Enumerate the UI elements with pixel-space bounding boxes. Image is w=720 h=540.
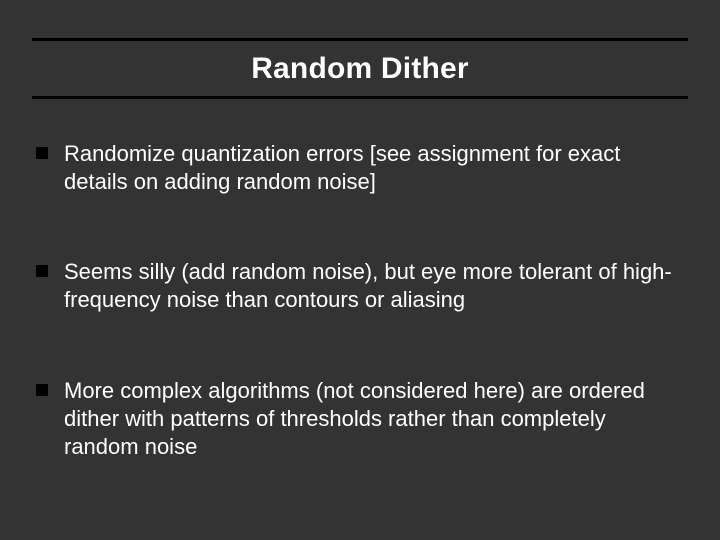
list-item: Seems silly (add random noise), but eye …: [36, 258, 684, 314]
list-item: Randomize quantization errors [see assig…: [36, 140, 684, 196]
bullet-text: Seems silly (add random noise), but eye …: [64, 258, 684, 314]
bullet-text: More complex algorithms (not considered …: [64, 377, 684, 461]
bullet-square-icon: [36, 147, 48, 159]
slide-title-face: Random Dither: [0, 52, 720, 86]
slide-content: Randomize quantization errors [see assig…: [36, 140, 684, 461]
rule-bottom: [32, 96, 688, 99]
bullet-square-icon: [36, 265, 48, 277]
slide-title: Random Dither Random Dither: [0, 52, 720, 86]
slide: Random Dither Random Dither Randomize qu…: [0, 0, 720, 540]
rule-top: [32, 38, 688, 41]
list-item: More complex algorithms (not considered …: [36, 377, 684, 461]
bullet-text: Randomize quantization errors [see assig…: [64, 140, 684, 196]
bullet-square-icon: [36, 384, 48, 396]
